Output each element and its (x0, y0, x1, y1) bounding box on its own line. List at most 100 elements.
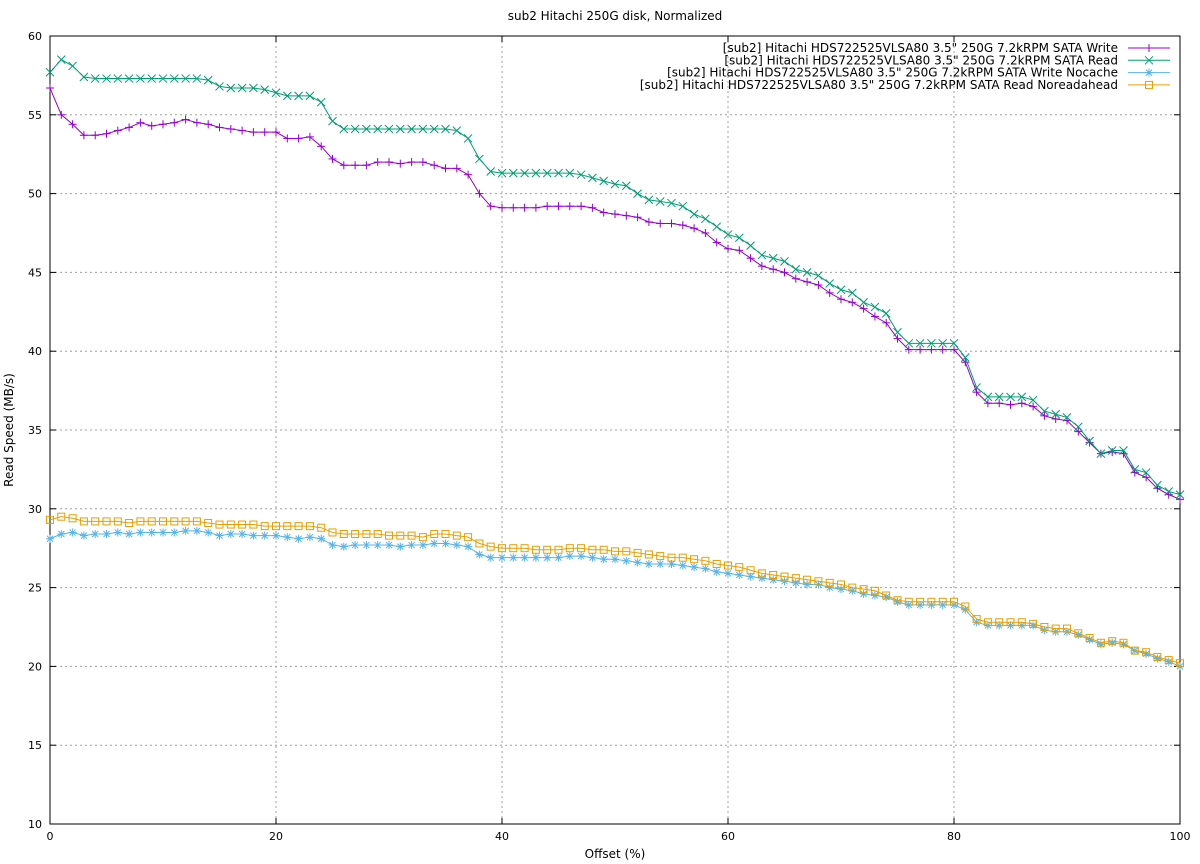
data-point-cross (588, 173, 597, 183)
data-point-square (690, 555, 699, 564)
data-point-cross (554, 168, 563, 178)
data-point-star (305, 533, 314, 542)
data-point-plus (418, 158, 427, 167)
data-point-cross (1141, 468, 1151, 477)
series-layer (45, 55, 1185, 671)
data-point-square (1108, 637, 1117, 646)
data-point-cross (542, 168, 552, 178)
x-tick-label: 0 (47, 830, 54, 843)
data-point-star (825, 583, 834, 592)
data-point-square (757, 569, 766, 578)
data-point-square (995, 618, 1004, 627)
data-point-plus (1017, 399, 1026, 408)
series-2 (46, 526, 1184, 671)
data-point-star (486, 553, 495, 562)
data-point-cross (1085, 436, 1094, 446)
data-point-plus (452, 164, 461, 173)
data-point-square (1176, 659, 1184, 668)
data-point-cross (215, 82, 224, 91)
data-point-square (1063, 624, 1071, 633)
data-point-star (780, 577, 789, 586)
data-point-cross (192, 74, 202, 83)
data-point-star (373, 541, 382, 550)
data-point-cross (169, 74, 179, 83)
data-point-cross (576, 170, 586, 180)
data-point-plus (91, 131, 100, 140)
data-point-star (283, 533, 292, 542)
data-point-star (102, 530, 111, 539)
data-point-star (509, 553, 518, 562)
data-point-star (57, 530, 66, 539)
data-point-plus (486, 202, 495, 211)
data-point-square (1051, 624, 1060, 633)
data-point-cross (316, 97, 326, 107)
data-point-cross (68, 61, 77, 71)
data-point-square (791, 574, 800, 583)
data-point-plus (294, 134, 303, 143)
data-point-plus (554, 202, 563, 211)
data-point-plus (1074, 427, 1083, 436)
data-point-square (136, 517, 145, 526)
y-axis-label: Read Speed (MB/s) (2, 373, 16, 487)
data-point-square (1006, 618, 1015, 627)
data-point-plus (475, 189, 484, 198)
data-point-star (724, 569, 732, 578)
data-point-star (1145, 68, 1153, 77)
data-point-cross (599, 176, 609, 186)
data-point-star (260, 531, 269, 540)
data-point-square (656, 552, 665, 561)
data-point-cross (226, 83, 236, 93)
data-point-plus (1145, 44, 1153, 52)
y-tick-label: 60 (28, 30, 42, 43)
data-point-star (690, 563, 699, 572)
data-point-square (1153, 652, 1162, 661)
data-point-star (735, 570, 744, 579)
series-1 (45, 55, 1185, 499)
data-point-plus (192, 118, 201, 127)
data-point-square (147, 517, 156, 526)
data-point-square (1085, 634, 1094, 643)
data-point-square (362, 530, 371, 539)
data-point-square (611, 547, 619, 556)
data-point-plus (351, 161, 360, 170)
data-point-square (916, 597, 925, 606)
series-3 (46, 512, 1184, 668)
data-point-plus (633, 213, 642, 222)
data-point-plus (57, 110, 66, 119)
data-point-plus (1085, 438, 1094, 447)
data-point-cross (983, 392, 993, 402)
data-point-plus (611, 210, 619, 219)
grid-lines (50, 36, 1180, 824)
data-point-plus (904, 345, 913, 354)
data-point-cross (565, 168, 575, 178)
data-point-star (837, 585, 845, 594)
data-point-cross (452, 126, 462, 135)
data-point-plus (690, 224, 699, 233)
legend-label: [sub2] Hitachi HDS722525VLSA80 3.5" 250G… (667, 66, 1118, 80)
data-point-square (385, 531, 393, 540)
data-point-square (780, 572, 789, 581)
data-point-square (588, 545, 597, 554)
data-point-plus (724, 244, 732, 253)
data-point-cross (712, 222, 722, 232)
data-point-star (803, 580, 812, 589)
data-point-cross (1006, 392, 1015, 402)
data-point-star (531, 553, 540, 562)
data-point-cross (181, 74, 190, 83)
data-point-star (701, 564, 710, 573)
data-point-star (215, 531, 224, 540)
data-point-square (283, 522, 292, 531)
data-point-square (565, 544, 574, 553)
data-point-square (837, 580, 845, 589)
data-point-plus (305, 132, 314, 141)
data-point-cross (384, 124, 394, 134)
data-point-plus (825, 288, 834, 297)
data-point-square (328, 528, 337, 537)
legend-label: [sub2] Hitachi HDS722525VLSA80 3.5" 250G… (723, 41, 1118, 55)
legend-label: [sub2] Hitachi HDS722525VLSA80 3.5" 250G… (724, 53, 1118, 67)
data-point-star (351, 541, 360, 550)
data-point-cross (294, 91, 303, 101)
data-point-cross (102, 74, 111, 83)
data-point-square (373, 530, 382, 539)
data-point-star (678, 561, 687, 570)
